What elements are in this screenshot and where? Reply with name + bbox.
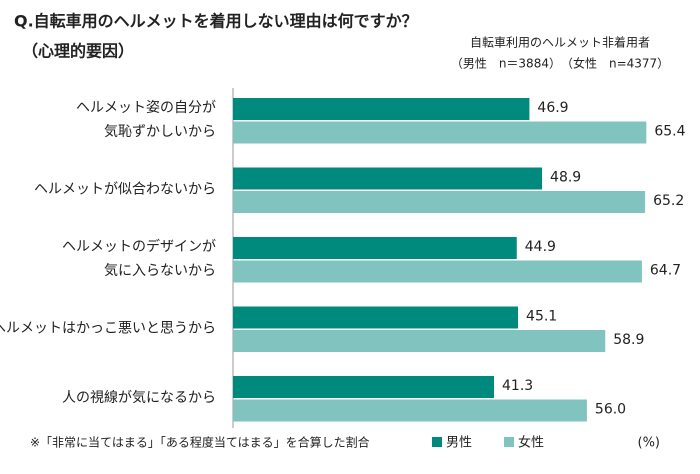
legend-swatch: [504, 437, 514, 447]
sample-sizes: （男性 n＝3884） （女性 n=4377）: [451, 56, 669, 71]
value-label: 65.2: [653, 193, 684, 209]
bar: [233, 167, 543, 190]
respondents: 自転車利用のヘルメット非着用者: [470, 35, 650, 50]
bar: [233, 237, 517, 259]
value-label: 44.9: [525, 239, 556, 255]
category-label: 気恥ずかしいから: [104, 124, 216, 140]
legend-swatch: [432, 437, 442, 447]
bar: [233, 399, 587, 422]
value-label: 65.4: [654, 124, 685, 140]
bar: [233, 98, 530, 120]
value-label: 56.0: [595, 402, 626, 418]
bar: [233, 260, 642, 283]
unit: (%): [638, 436, 661, 451]
category-label: 人の視線が気になるから: [62, 390, 216, 406]
bar: [233, 191, 646, 213]
value-label: 41.3: [502, 378, 533, 394]
legend-label: 女性: [518, 435, 544, 451]
category-label: ヘルメットはかっこ悪いと思うから: [0, 321, 216, 337]
value-label: 45.1: [526, 309, 557, 325]
chart-title: Q.自転車用のヘルメットを着用しない理由は何ですか？: [14, 12, 418, 31]
category-label: 気に入らないから: [104, 263, 216, 279]
value-label: 64.7: [650, 263, 681, 279]
bar: [233, 376, 495, 398]
bar: [233, 306, 519, 329]
bar: [233, 121, 647, 144]
category-label: ヘルメット姿の自分が: [76, 100, 216, 116]
value-label: 46.9: [537, 100, 568, 116]
legend-label: 男性: [446, 436, 472, 451]
footnote: ※「非常に当てはまる」「ある程度当てはまる」を合算した割合: [30, 435, 370, 450]
chart-subtitle: （心理的要因）: [22, 42, 134, 61]
value-label: 58.9: [613, 332, 644, 348]
category-label: ヘルメットのデザインが: [62, 238, 216, 255]
category-label: ヘルメットが似合わないから: [34, 182, 216, 198]
value-label: 48.9: [550, 170, 581, 186]
bar: [233, 330, 606, 352]
